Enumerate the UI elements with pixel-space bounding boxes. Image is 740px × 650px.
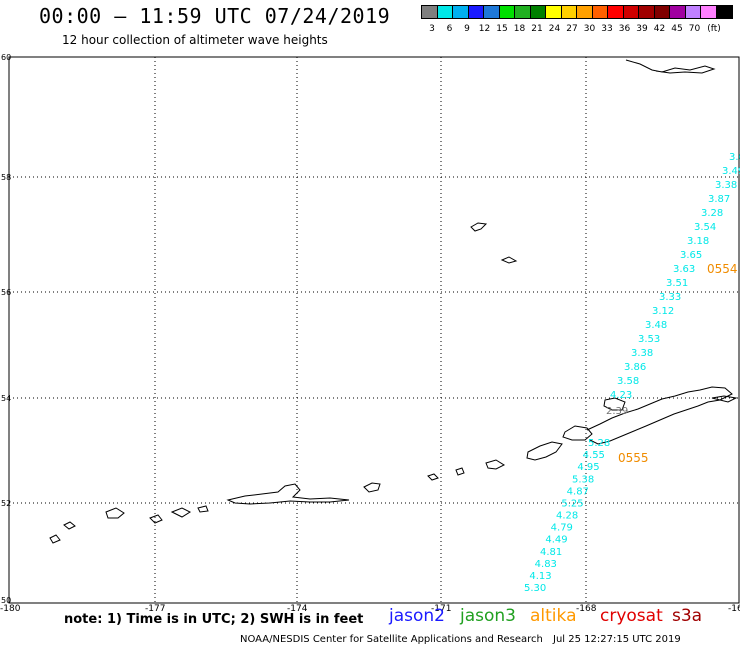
coast-alaska-peninsula: [586, 386, 733, 445]
lat-tick-label: 52: [1, 499, 11, 508]
swh-reading: 3.33: [659, 292, 681, 303]
scale-label: 6: [446, 24, 453, 34]
credit-line: NOAA/NESDIS Center for Satellite Applica…: [240, 634, 543, 645]
swh-reading: 5.28: [588, 438, 610, 449]
swh-reading: 4.55: [583, 450, 605, 461]
swh-reading: 3.38: [631, 348, 653, 359]
coast-pribilof-stgeorge: [500, 256, 518, 264]
coast-small-islands: [49, 505, 209, 544]
swh-reading: 4.23: [610, 390, 632, 401]
scale-label: 39: [636, 24, 648, 34]
coast-unimak: [562, 425, 593, 441]
swh-reading: 4.49: [545, 535, 567, 546]
map-title: 00:00 – 11:59 UTC 07/24/2019: [39, 4, 391, 28]
swh-reading: 3.63: [673, 264, 695, 275]
swh-reading: 3.18: [687, 236, 709, 247]
swh-reading: 3.48: [645, 320, 667, 331]
coast-alaska-north: [625, 59, 716, 74]
coast-pribilof-stpaul: [470, 222, 488, 232]
lon-tick-label: -174: [287, 604, 308, 614]
footer-note: note: 1) Time is in UTC; 2) SWH is in fe…: [64, 612, 364, 627]
coast-aleutians-west: [226, 483, 350, 505]
axis-labels: 60 58 56 54 52 50-180 -177 -174 -171 -168 -16: [0, 53, 740, 614]
swh-reading: 3.12: [652, 306, 674, 317]
scale-unit: (ft): [707, 24, 721, 34]
swh-reading: 3.53: [638, 334, 660, 345]
swh-reading: 4.83: [535, 559, 557, 570]
satellite-altika: altika: [530, 606, 577, 626]
map-subtitle: 12 hour collection of altimeter wave hei…: [62, 33, 328, 47]
swh-reading: 3.38: [715, 180, 737, 191]
scale-label: 24: [548, 24, 561, 34]
coast-peninsula-detail: [603, 397, 626, 411]
swh-reading: 3.49: [722, 166, 740, 177]
lon-tick-label: -16: [728, 604, 740, 614]
lon-tick-label: -180: [0, 604, 21, 614]
swh-reading: 3.65: [680, 250, 702, 261]
swh-reading: 3.28: [701, 208, 723, 219]
swh-reading: 4.81: [540, 547, 562, 558]
lat-tick-label: 58: [1, 173, 11, 182]
scale-label: 3: [429, 24, 435, 34]
scale-label: 18: [513, 24, 526, 34]
swh-reading: 3.54: [694, 222, 716, 233]
swh-reading: 3.58: [617, 376, 639, 387]
lat-tick-label: 56: [1, 288, 11, 297]
scale-label: 30: [583, 24, 596, 34]
altika-time-label: 0555: [618, 451, 649, 465]
satellite-s3a: s3a: [672, 606, 703, 626]
scale-label: 12: [478, 24, 491, 34]
scale-label: 42: [653, 24, 666, 34]
lon-tick-label: -168: [576, 604, 597, 614]
swh-reading: 4.13: [529, 571, 551, 582]
scale-label: 45: [671, 24, 683, 34]
swh-reading: 3.86: [624, 362, 646, 373]
swh-reading: 3.87: [708, 194, 730, 205]
scale-label: 70: [688, 24, 701, 34]
scale-label: 36: [618, 24, 631, 34]
coast-unalaska: [526, 441, 563, 461]
swh-reading-gray: 2.39: [606, 406, 628, 417]
lat-lon-grid: [9, 57, 739, 603]
map-frame: [8, 56, 740, 604]
altimeter-tracks: 3.6 3.49 3.38 3.87 3.28 3.54 3.18 3.65 3.63 3.51 3…: [524, 152, 740, 594]
swh-reading: 4.79: [551, 523, 573, 534]
lon-tick-label: -177: [145, 604, 165, 614]
coast-atka: [363, 482, 381, 493]
swh-reading: 4.95: [577, 462, 599, 473]
lat-tick-label: 54: [1, 394, 11, 403]
swh-reading: 3.6: [729, 152, 740, 163]
swh-reading: 3.51: [666, 278, 688, 289]
coastline: [49, 59, 738, 544]
scale-label: 27: [566, 24, 578, 34]
swh-reading: 4.87: [567, 486, 589, 497]
scale-swatch: [715, 5, 733, 19]
scale-label: 15: [496, 24, 508, 34]
lat-tick-label: 60: [1, 53, 11, 62]
satellite-jason3: jason3: [460, 606, 516, 626]
satellite-cryosat: cryosat: [600, 606, 663, 626]
lat-tick-label: 50: [1, 596, 11, 605]
swh-reading: 4.28: [556, 511, 578, 522]
timestamp: Jul 25 12:27:15 UTC 2019: [553, 634, 681, 645]
swh-reading: 5.30: [524, 583, 546, 594]
scale-label: 9: [464, 24, 470, 34]
lon-tick-label: -171: [431, 604, 451, 614]
coast-east-edge: [711, 395, 738, 403]
coast-islands-mid: [427, 459, 506, 481]
swh-reading: 5.38: [572, 474, 594, 485]
satellite-jason2: jason2: [389, 606, 445, 626]
altika-time-label: 0554: [707, 262, 738, 276]
scale-label: 33: [601, 24, 613, 34]
swh-reading: 5.25: [561, 498, 583, 509]
scale-label: 21: [531, 24, 543, 34]
